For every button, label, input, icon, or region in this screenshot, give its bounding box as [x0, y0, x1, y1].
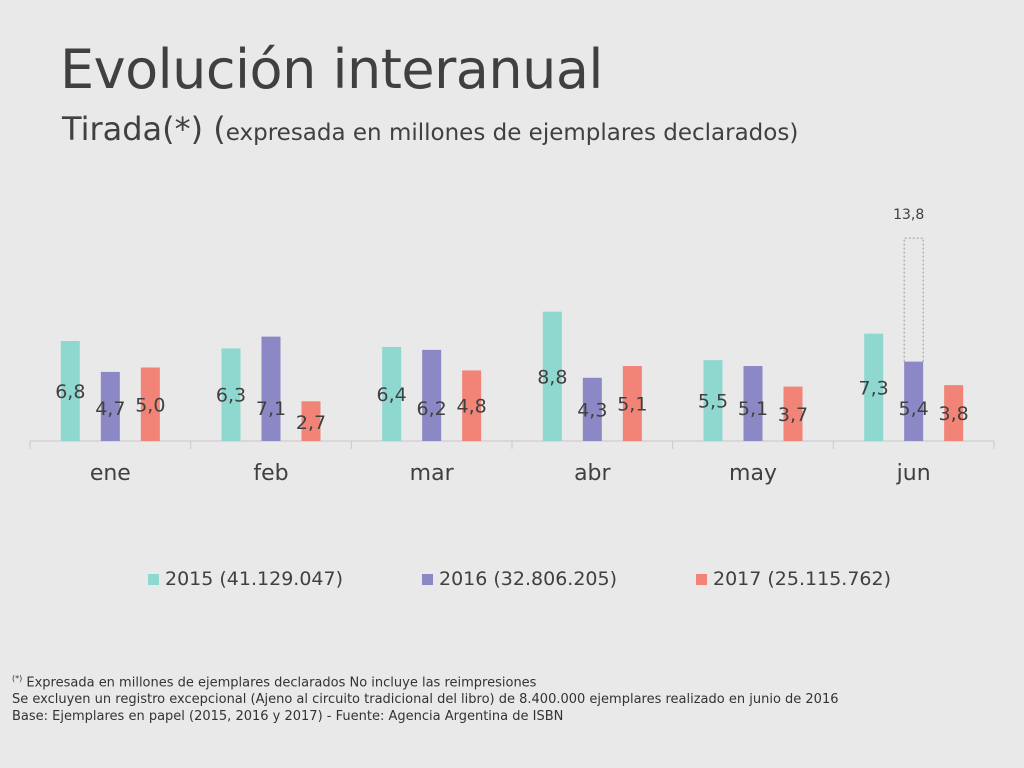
legend-swatch-2	[422, 573, 433, 585]
bar-abr-1	[542, 311, 562, 441]
bar-jun-1	[864, 333, 884, 441]
subtitle-main: Tirada(*) (	[62, 110, 226, 148]
x-tick-label-jun: jun	[896, 461, 931, 486]
bar-ene-2	[100, 371, 120, 441]
bar-mar-2	[422, 349, 442, 441]
annotation-label: 13,8	[893, 207, 924, 223]
x-tick-label-abr: abr	[574, 461, 611, 486]
data-label-ene-2: 4,7	[95, 398, 125, 420]
data-label-feb-1: 6,3	[216, 385, 246, 407]
chart-subtitle: Tirada(*) (expresada en millones de ejem…	[62, 110, 798, 148]
footnote-line-1: (*) Expresada en millones de ejemplares …	[12, 670, 839, 691]
footnote-mark: (*)	[12, 674, 23, 683]
footnote-line-2: Se excluyen un registro excepcional (Aje…	[12, 692, 839, 708]
data-label-feb-3: 2,7	[296, 412, 326, 434]
legend-label-2: 2016 (32.806.205)	[439, 568, 618, 590]
bar-ene-1	[60, 341, 80, 441]
bar-mar-3	[462, 370, 482, 441]
footnote-text-1: Expresada en millones de ejemplares decl…	[22, 675, 537, 691]
footnote-line-3: Base: Ejemplares en papel (2015, 2016 y …	[12, 709, 564, 725]
x-tick-label-mar: mar	[410, 461, 455, 486]
bar-may-1	[703, 360, 723, 441]
data-label-feb-2: 7,1	[256, 398, 286, 420]
chart-legend: 2015 (41.129.047) 2016 (32.806.205) 2017 (…	[0, 568, 1024, 598]
data-label-mar-1: 6,4	[377, 384, 407, 406]
bar-jun-3	[944, 385, 964, 441]
data-label-abr-2: 4,3	[577, 399, 607, 421]
bar-jun-2	[904, 361, 924, 441]
legend-swatch-3	[696, 573, 707, 585]
data-label-mar-2: 6,2	[417, 398, 447, 420]
bar-chart: ene 6,8 4,7 5,0 feb 6,3 7,1 2,7 mar 6,4 6,2 4,8 abr 8…	[29, 207, 995, 486]
data-label-jun-1: 7,3	[859, 377, 889, 399]
chart-title: Evolución interanual	[60, 38, 603, 101]
bar-ene-3	[140, 367, 160, 441]
x-tick-label-feb: feb	[253, 461, 288, 486]
data-label-may-3: 3,7	[778, 404, 808, 426]
legend-label-1: 2015 (41.129.047)	[165, 568, 344, 590]
data-label-ene-1: 6,8	[55, 381, 85, 403]
data-label-abr-1: 8,8	[537, 366, 567, 388]
footnotes: (*) Expresada en millones de ejemplares …	[12, 670, 839, 725]
annotation-dashed-outline	[903, 237, 924, 362]
bar-mar-1	[382, 346, 402, 441]
bar-feb-1	[221, 348, 241, 441]
bar-feb-3	[301, 401, 321, 441]
data-label-jun-3: 3,8	[939, 403, 969, 425]
data-label-ene-3: 5,0	[135, 394, 165, 416]
legend-item-3: 2017 (25.115.762)	[696, 568, 891, 590]
data-label-may-1: 5,5	[698, 391, 728, 413]
legend-swatch-1	[148, 573, 159, 585]
data-label-jun-2: 5,4	[899, 398, 929, 420]
legend-item-1: 2015 (41.129.047)	[148, 568, 343, 590]
bar-feb-2	[261, 336, 281, 441]
legend-item-2: 2016 (32.806.205)	[422, 568, 617, 590]
data-label-may-2: 5,1	[738, 398, 768, 420]
bar-may-3	[783, 386, 803, 441]
subtitle-detail: expresada en millones de ejemplares decl…	[225, 120, 799, 146]
x-tick-label-may: may	[729, 461, 777, 486]
data-label-abr-3: 5,1	[617, 394, 647, 416]
data-label-mar-3: 4,8	[457, 396, 487, 418]
x-tick-label-ene: ene	[90, 461, 131, 486]
bar-may-2	[743, 366, 763, 441]
legend-label-3: 2017 (25.115.762)	[713, 568, 892, 590]
bar-abr-2	[582, 377, 602, 441]
bar-abr-3	[622, 366, 642, 441]
